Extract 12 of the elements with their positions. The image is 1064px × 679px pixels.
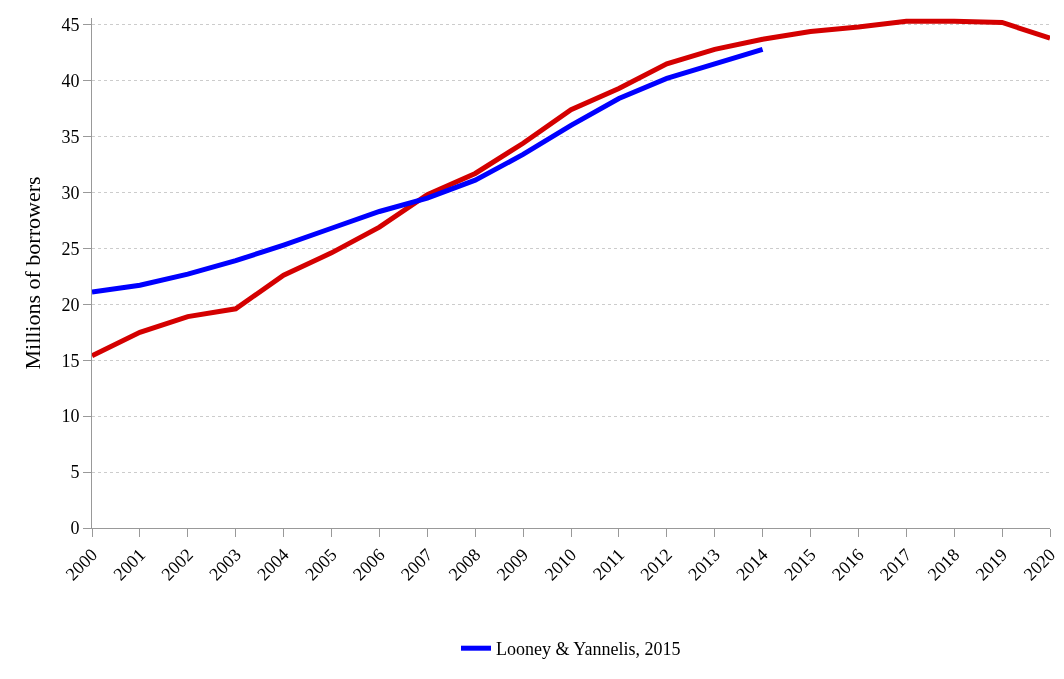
y-tick-label: 30 [61,182,80,203]
y-tick-label: 40 [61,70,80,91]
y-tick-label: 35 [61,126,80,147]
legend-label: Looney & Yannelis, 2015 [496,639,681,660]
y-tick-label: 0 [70,518,80,539]
y-tick-label: 10 [61,406,80,427]
y-tick-label: 5 [70,462,80,483]
y-tick-label: 25 [61,238,80,259]
y-tick-label: 15 [61,350,80,371]
y-tick-label: 20 [61,294,80,315]
y-tick-label: 45 [61,15,80,36]
y-axis-title: Millions of borrowers [20,176,46,370]
